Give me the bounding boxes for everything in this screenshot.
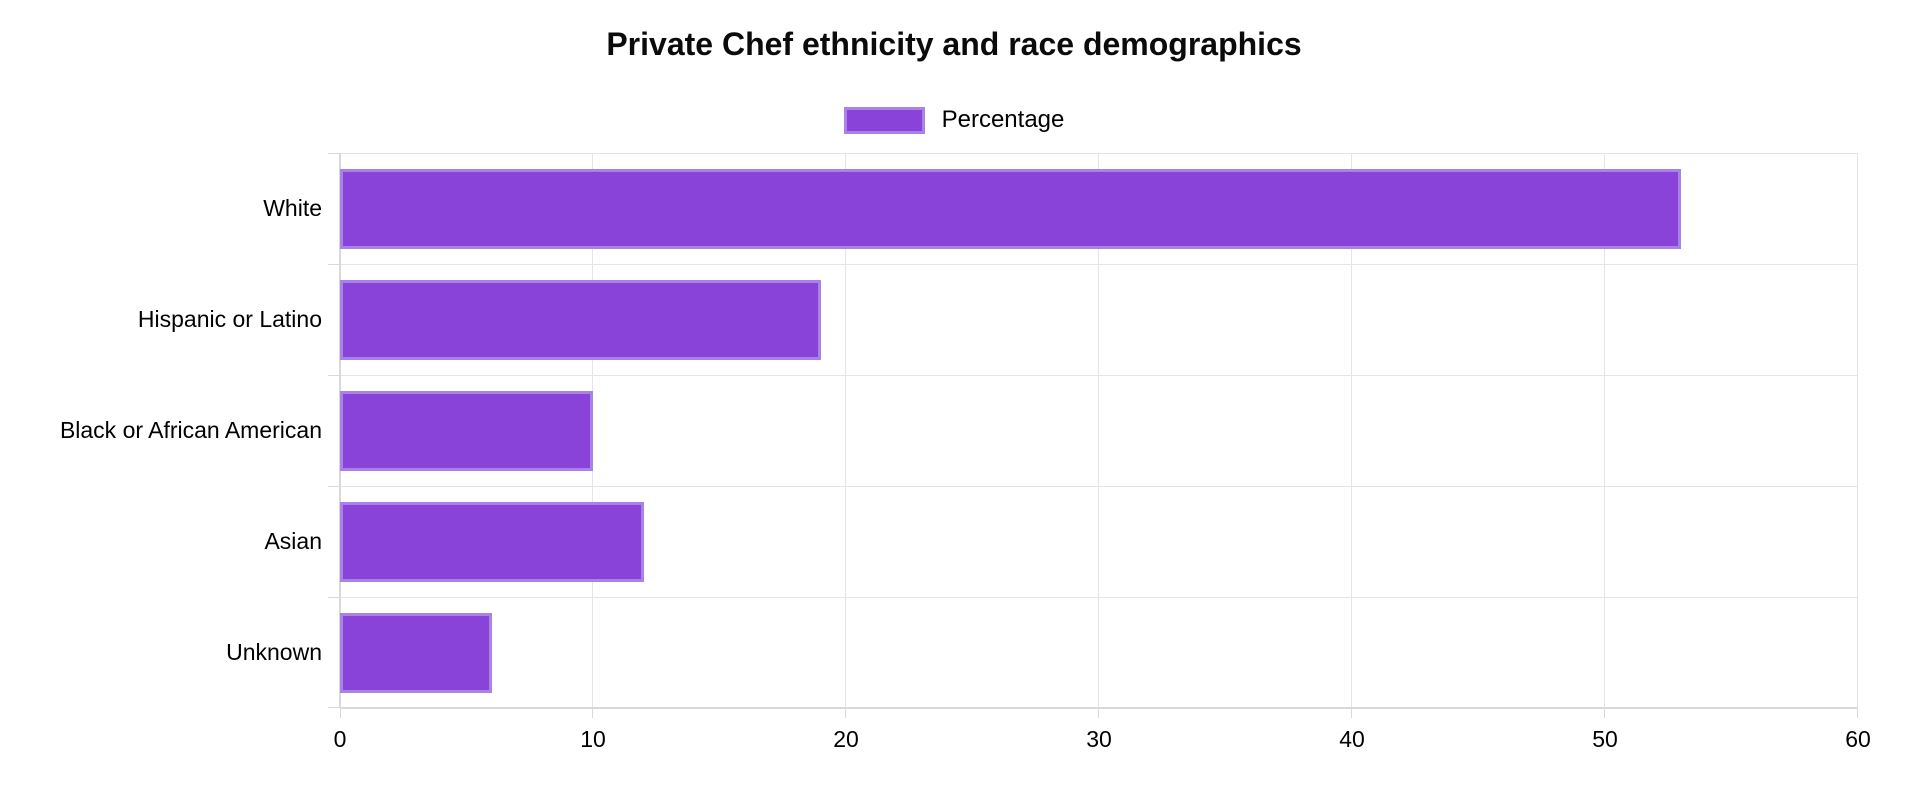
x-axis-tick-label: 40 (1339, 726, 1365, 752)
y-axis-tick-mark (328, 375, 340, 376)
x-axis-line (340, 707, 1858, 709)
legend-label: Percentage (941, 106, 1065, 133)
chart-legend: Percentage (0, 106, 1908, 134)
x-axis-tick-label: 60 (1845, 726, 1871, 752)
gridline-horizontal (340, 375, 1858, 376)
x-axis-tick-label: 20 (833, 726, 859, 752)
x-axis-tick-mark (1604, 708, 1605, 718)
y-axis-category-label: Unknown (226, 639, 322, 665)
bar-hispanic-or-latino[interactable] (340, 280, 821, 360)
legend-swatch (843, 106, 925, 134)
gridline-vertical (1351, 153, 1352, 708)
y-axis-tick-mark (328, 707, 340, 708)
bar-asian[interactable] (340, 502, 644, 582)
gridline-horizontal (340, 153, 1858, 154)
chart-title: Private Chef ethnicity and race demograp… (606, 26, 1302, 62)
y-axis-category-label: Asian (264, 528, 322, 554)
y-axis-tick-mark (328, 153, 340, 154)
y-axis-tick-mark (328, 486, 340, 487)
gridline-horizontal (340, 486, 1858, 487)
gridline-vertical (845, 153, 846, 708)
bar-black-or-african-american[interactable] (340, 391, 593, 471)
x-axis-tick-mark (1857, 708, 1858, 718)
y-axis-category-label: White (263, 195, 322, 221)
legend-item-percentage[interactable]: Percentage (843, 106, 1065, 134)
y-axis-tick-mark (328, 264, 340, 265)
x-axis-tick-mark (340, 708, 341, 718)
bar-unknown[interactable] (340, 613, 492, 693)
plot-area (328, 153, 1858, 718)
gridline-vertical (1098, 153, 1099, 708)
y-axis-tick-mark (328, 597, 340, 598)
x-axis-tick-mark (1098, 708, 1099, 718)
gridline-vertical (1604, 153, 1605, 708)
y-axis-category-label: Hispanic or Latino (137, 306, 322, 332)
gridline-horizontal (340, 264, 1858, 265)
x-axis-tick-mark (592, 708, 593, 718)
x-axis-tick-mark (1351, 708, 1352, 718)
x-axis-tick-label: 10 (580, 726, 606, 752)
y-axis-category-label: Black or African American (59, 417, 322, 443)
gridline-vertical (1857, 153, 1858, 708)
gridline-horizontal (340, 597, 1858, 598)
x-axis-tick-label: 30 (1086, 726, 1112, 752)
x-axis-tick-label: 50 (1592, 726, 1618, 752)
x-axis-tick-mark (845, 708, 846, 718)
x-axis-tick-label: 0 (333, 726, 347, 752)
bar-white[interactable] (340, 169, 1681, 249)
